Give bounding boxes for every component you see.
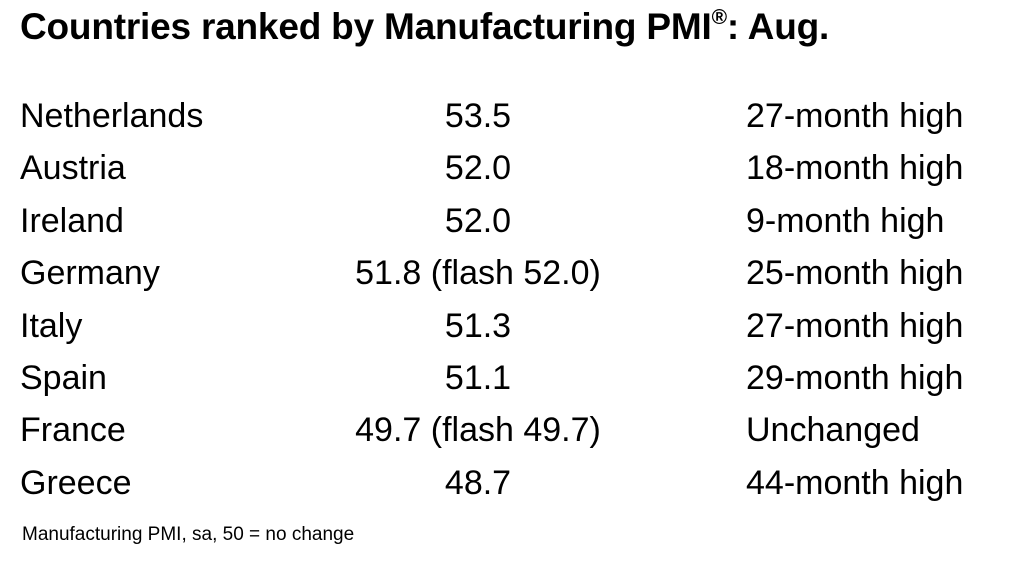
pmi-ranking-table: Netherlands 53.5 27-month high Austria 5… xyxy=(0,90,1024,509)
country-name: France xyxy=(20,411,126,450)
footnote: Manufacturing PMI, sa, 50 = no change xyxy=(22,524,355,545)
pmi-value: 51.1 xyxy=(444,358,512,397)
pmi-note: 18-month high xyxy=(746,149,964,188)
title-text: Countries ranked by Manufacturing PMI xyxy=(20,6,712,47)
pmi-note: 27-month high xyxy=(746,97,964,135)
table-row: Greece 48.7 44-month high xyxy=(0,457,1024,509)
pmi-value: 52.0 xyxy=(444,149,512,188)
country-name: Austria xyxy=(20,149,126,188)
country-name: Greece xyxy=(20,463,132,502)
table-row: Germany 51.8 (flash 52.0) 25-month high xyxy=(0,247,1024,299)
table-row: Ireland 52.0 9-month high xyxy=(0,195,1024,247)
table-row: France 49.7 (flash 49.7) Unchanged xyxy=(0,404,1024,456)
pmi-note: 9-month high xyxy=(746,201,945,240)
country-name: Italy xyxy=(20,306,83,345)
pmi-note: 29-month high xyxy=(746,358,964,397)
pmi-value: 48.7 xyxy=(444,463,512,502)
pmi-note: Unchanged xyxy=(746,411,920,450)
pmi-note: 25-month high xyxy=(746,254,964,293)
table-row: Austria 52.0 18-month high xyxy=(0,142,1024,194)
pmi-value: 51.3 xyxy=(444,306,512,345)
country-name: Spain xyxy=(20,358,107,397)
table-row: Spain 51.1 29-month high xyxy=(0,352,1024,404)
title-suffix: : Aug. xyxy=(726,6,830,47)
country-name: Ireland xyxy=(20,201,124,240)
page-title: Countries ranked by Manufacturing PMI®: … xyxy=(20,6,829,48)
country-name: Germany xyxy=(20,254,160,293)
registered-mark: ® xyxy=(711,5,727,29)
pmi-note: 44-month high xyxy=(746,463,964,502)
country-name: Netherlands xyxy=(20,97,204,135)
pmi-value: 51.8 (flash 52.0) xyxy=(355,254,601,293)
pmi-value: 53.5 xyxy=(444,97,512,135)
pmi-note: 27-month high xyxy=(746,306,964,345)
table-row: Netherlands 53.5 27-month high xyxy=(0,90,1024,142)
pmi-value: 52.0 xyxy=(444,201,512,240)
pmi-value: 49.7 (flash 49.7) xyxy=(355,411,601,450)
table-row: Italy 51.3 27-month high xyxy=(0,300,1024,352)
